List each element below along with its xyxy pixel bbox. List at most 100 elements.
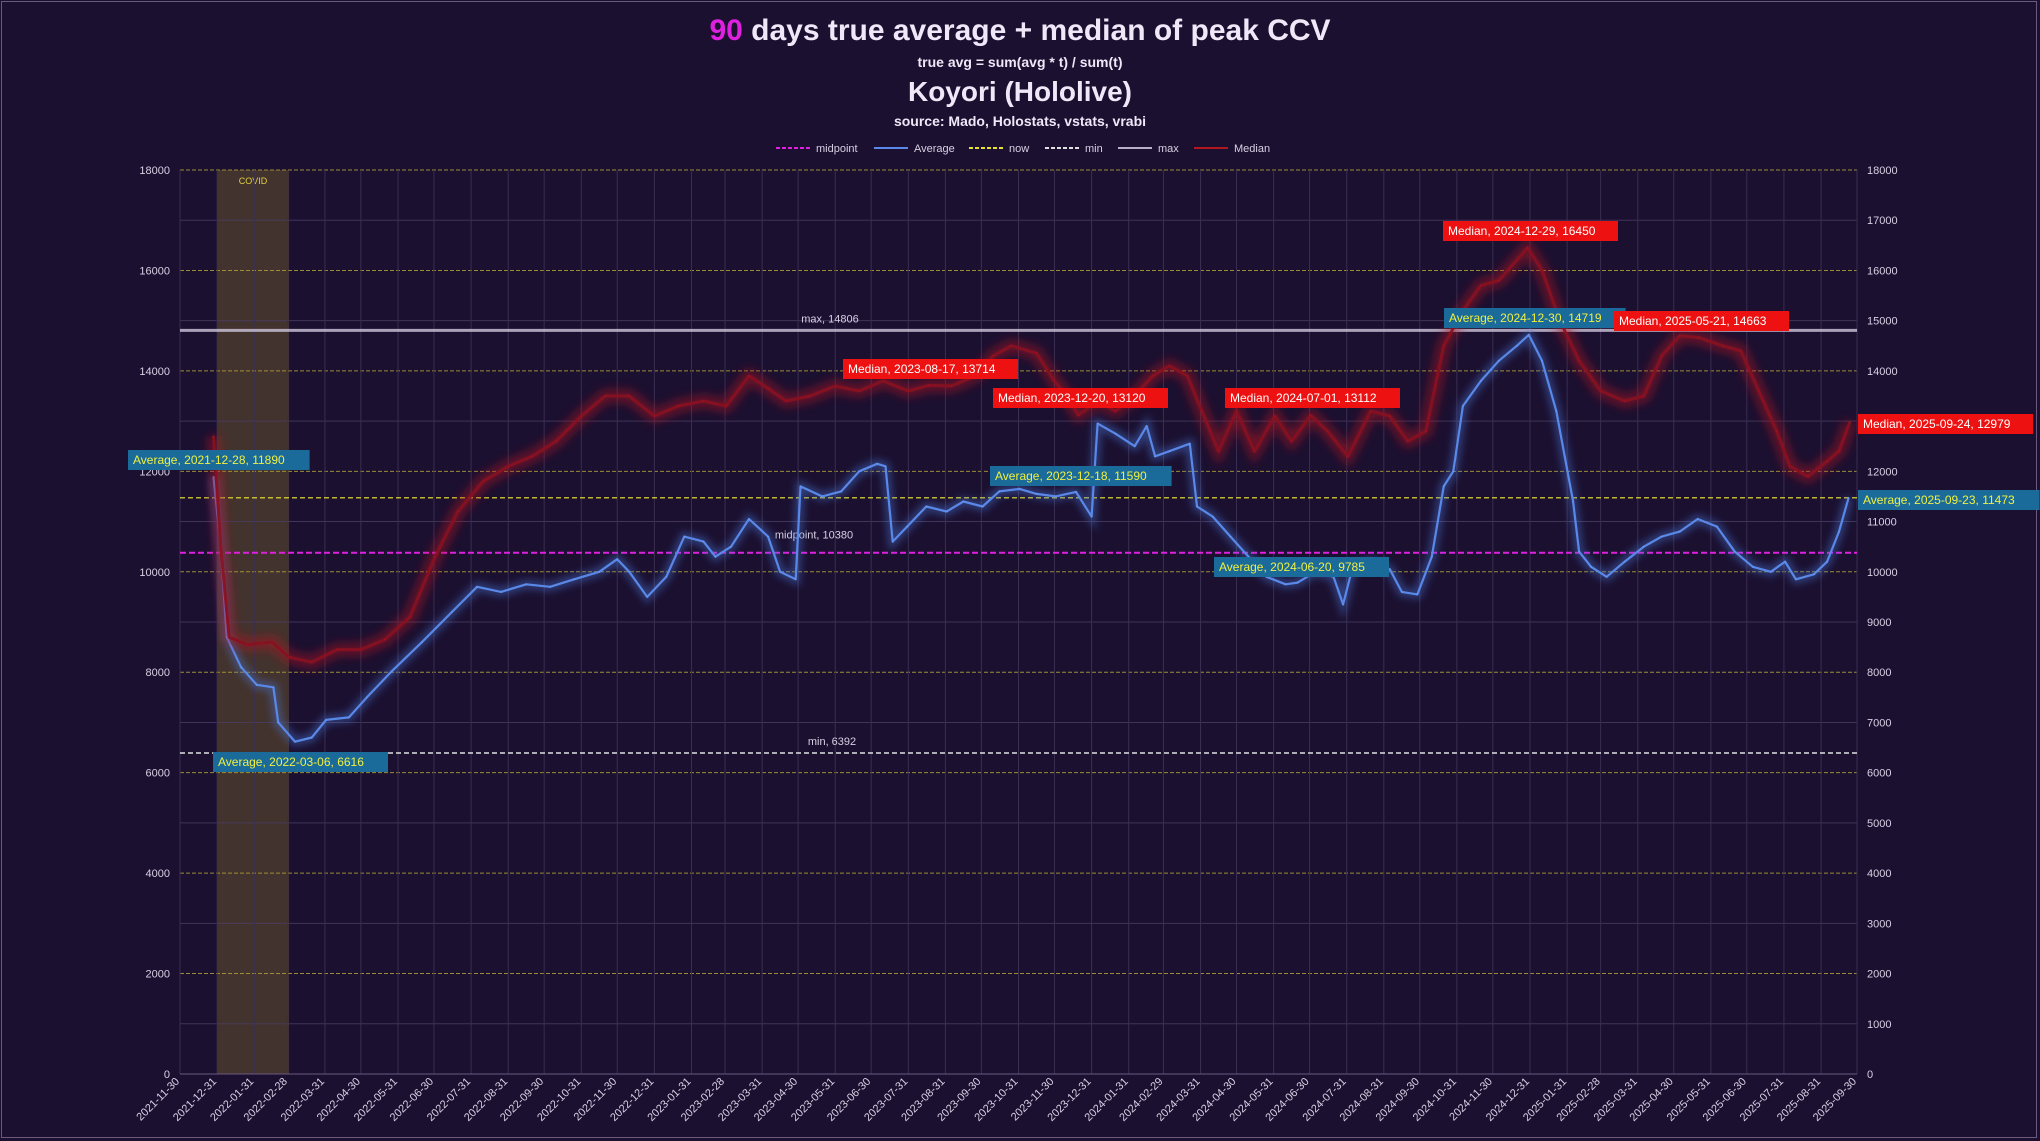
y-right-tick-label: 10000: [1867, 567, 1898, 579]
average-point: [272, 686, 275, 689]
average-point: [799, 485, 802, 488]
legend-label: now: [1009, 143, 1029, 155]
title-days-highlight: 90: [709, 14, 743, 47]
median-point: [1678, 334, 1681, 337]
median-point: [992, 355, 995, 357]
legend-label: Median: [1234, 143, 1270, 155]
median-point: [1200, 410, 1203, 412]
average-point: [1578, 550, 1580, 553]
average-point: [366, 696, 368, 699]
median-point: [1407, 440, 1409, 443]
min-label: min, 6392: [808, 736, 856, 748]
average-point: [1623, 560, 1626, 563]
y-right-tick-label: 15000: [1867, 316, 1898, 328]
median-point: [482, 480, 484, 483]
average-point: [646, 596, 648, 598]
average-point: [1696, 518, 1699, 520]
channel-name: Koyori (Hololive): [907, 76, 1132, 107]
median-point: [246, 643, 248, 646]
median-point: [409, 616, 411, 618]
average-data-label: Average, 2025-09-23, 11473: [1858, 490, 2040, 510]
median-point: [1010, 344, 1013, 347]
median-point: [1849, 421, 1851, 423]
average-point: [1516, 344, 1518, 347]
average-point: [748, 518, 750, 520]
median-point: [1347, 455, 1349, 458]
average-point: [1769, 570, 1772, 573]
data-label-box: [128, 450, 310, 470]
data-label-text: Median, 2024-12-29, 16450: [1448, 224, 1596, 238]
average-point: [891, 540, 894, 543]
average-point: [945, 510, 948, 513]
median-point: [1186, 375, 1189, 377]
data-label-box: [1225, 388, 1400, 408]
midpoint-label: midpoint, 10380: [775, 530, 853, 542]
chart-subtitle: true avg = sum(avg * t) / sum(t): [917, 54, 1123, 70]
average-point: [348, 716, 350, 719]
y-right-tick-label: 3000: [1867, 918, 1891, 930]
median-point: [360, 648, 362, 651]
data-label-box: [843, 359, 1018, 379]
average-point: [1660, 535, 1663, 538]
average-point: [451, 611, 453, 613]
average-point: [1498, 360, 1500, 362]
title-text: days true average + median of peak CCV: [742, 14, 1331, 47]
median-point: [1599, 390, 1602, 392]
data-label-box: [1444, 308, 1626, 328]
average-point: [1838, 530, 1840, 533]
average-point: [390, 671, 392, 674]
median-point: [1309, 414, 1312, 417]
y-left-tick-label: 2000: [146, 969, 170, 981]
median-point: [1807, 475, 1809, 478]
average-point: [628, 570, 630, 573]
median-point: [1498, 279, 1500, 282]
median-point: [1114, 410, 1117, 412]
average-point: [1416, 593, 1419, 596]
median-point: [1389, 415, 1391, 417]
median-point: [1035, 352, 1038, 355]
average-point: [714, 555, 717, 558]
average-point: [240, 666, 242, 668]
average-point: [1145, 425, 1148, 427]
average-data-label: Average, 2022-03-06, 6616: [213, 752, 388, 772]
average-point: [779, 570, 781, 573]
data-label-box: [1614, 311, 1789, 331]
average-point: [767, 535, 769, 538]
average-point: [1229, 535, 1232, 538]
median-point: [555, 440, 557, 443]
average-point: [1296, 581, 1299, 584]
data-label-text: Average, 2021-12-28, 11890: [133, 453, 285, 467]
median-point: [1217, 450, 1220, 453]
average-point: [1678, 530, 1681, 533]
median-point: [1253, 450, 1256, 453]
average-point: [255, 683, 258, 686]
median-point: [271, 641, 274, 643]
average-point: [1590, 565, 1592, 568]
median-point: [288, 656, 290, 658]
average-point: [598, 570, 601, 573]
median-point: [1826, 460, 1828, 463]
y-left-tick-label: 16000: [139, 265, 170, 277]
data-label-text: Median, 2025-09-24, 12979: [1863, 417, 2011, 431]
y-right-tick-label: 11000: [1867, 517, 1897, 529]
data-label-text: Average, 2024-06-20, 9785: [1219, 560, 1365, 574]
median-point: [507, 465, 510, 468]
average-point: [325, 719, 327, 721]
average-point: [821, 495, 823, 498]
median-point: [834, 385, 837, 387]
median-point: [1290, 440, 1293, 443]
chart-header: 90 days true average + median of peak CC…: [0, 10, 2040, 132]
median-point: [604, 395, 607, 397]
average-point: [840, 490, 843, 493]
average-point: [1462, 405, 1464, 407]
average-point: [1211, 515, 1214, 518]
average-point: [1605, 576, 1608, 578]
average-point: [925, 505, 928, 508]
median-data-label: Median, 2024-12-29, 16450: [1443, 221, 1618, 241]
data-label-text: Median, 2024-07-01, 13112: [1230, 391, 1377, 405]
median-point: [1235, 410, 1238, 412]
y-left-tick-label: 6000: [146, 768, 170, 780]
average-point: [1188, 442, 1191, 445]
data-label-text: Average, 2022-03-06, 6616: [218, 755, 364, 769]
average-point: [1572, 500, 1574, 503]
